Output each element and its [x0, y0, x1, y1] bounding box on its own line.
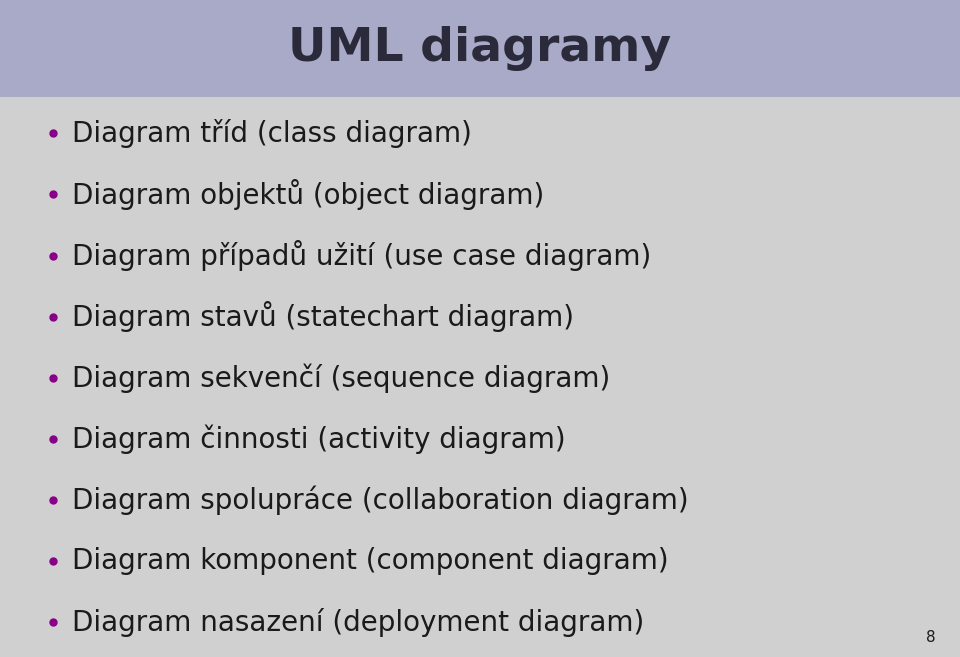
Text: Diagram případů užití (use case diagram): Diagram případů užití (use case diagram): [72, 240, 651, 271]
FancyBboxPatch shape: [0, 0, 960, 97]
Text: Diagram tříd (class diagram): Diagram tříd (class diagram): [72, 119, 472, 148]
Text: 8: 8: [926, 630, 936, 645]
Text: Diagram činnosti (activity diagram): Diagram činnosti (activity diagram): [72, 424, 565, 453]
Text: Diagram sekvenčí (sequence diagram): Diagram sekvenčí (sequence diagram): [72, 363, 611, 392]
Text: Diagram nasazení (deployment diagram): Diagram nasazení (deployment diagram): [72, 608, 644, 637]
Text: Diagram objektů (object diagram): Diagram objektů (object diagram): [72, 179, 544, 210]
Text: UML diagramy: UML diagramy: [288, 26, 672, 71]
Text: Diagram spolupráce (collaboration diagram): Diagram spolupráce (collaboration diagra…: [72, 486, 688, 514]
Text: Diagram stavů (statechart diagram): Diagram stavů (statechart diagram): [72, 301, 574, 332]
Text: Diagram komponent (component diagram): Diagram komponent (component diagram): [72, 547, 668, 575]
